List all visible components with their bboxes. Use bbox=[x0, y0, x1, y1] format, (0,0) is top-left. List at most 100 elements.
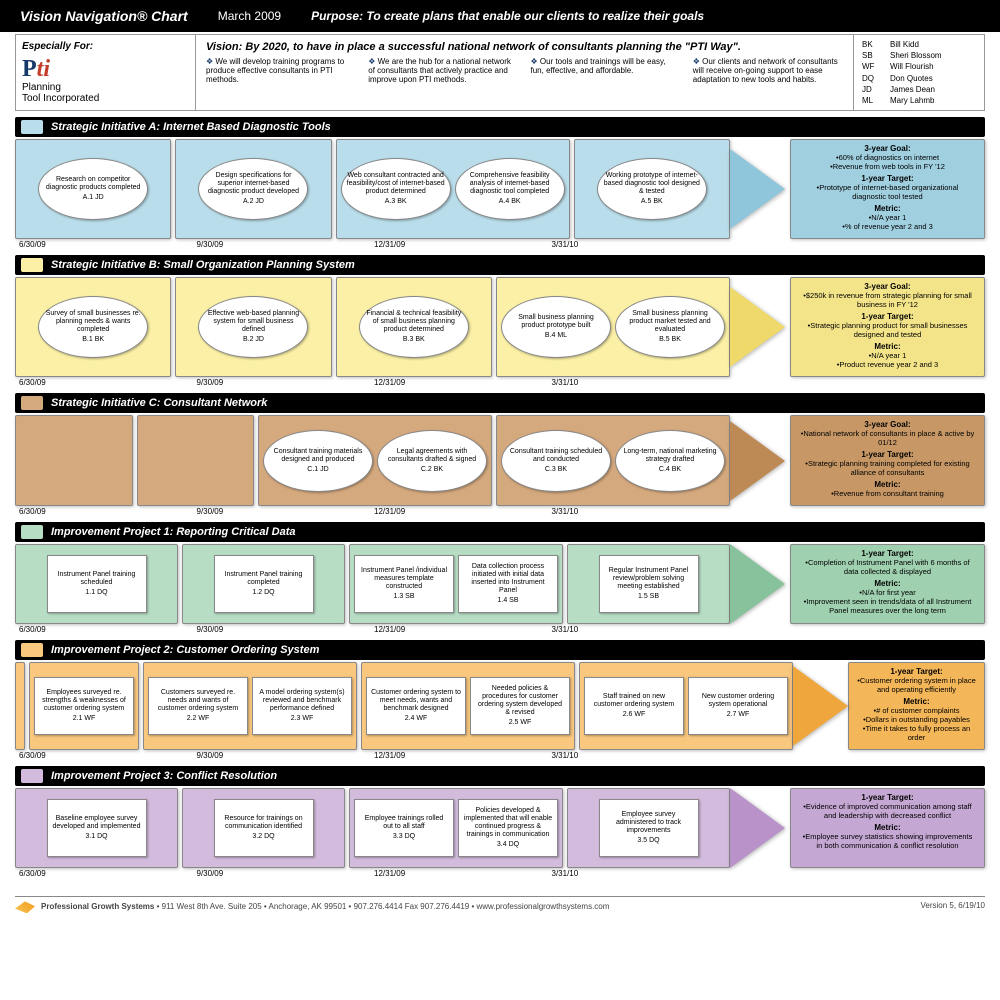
goal-box: 1-year Target:Evidence of improved commu… bbox=[790, 788, 985, 868]
date-label: 6/30/09 bbox=[15, 240, 193, 249]
date-label: 9/30/09 bbox=[193, 507, 371, 516]
date-row: 6/30/099/30/0912/31/093/31/10 bbox=[15, 625, 985, 634]
vision-point: ❖ We will develop training programs to p… bbox=[206, 57, 356, 84]
date-row: 6/30/099/30/0912/31/093/31/10 bbox=[15, 751, 985, 760]
period-block: Employee trainings rolled out to all sta… bbox=[349, 788, 563, 868]
task-card: Instrument Panel /individual measures te… bbox=[354, 555, 454, 613]
period-block: Employee survey administered to track im… bbox=[567, 788, 730, 868]
date-label: 3/31/10 bbox=[548, 240, 726, 249]
initiative-chip bbox=[21, 120, 43, 134]
task-card: Financial & technical feasibility of sma… bbox=[359, 296, 469, 358]
arrow-icon bbox=[793, 662, 848, 750]
date-label: 3/31/10 bbox=[548, 507, 726, 516]
task-card: Web consultant contracted and feasibilit… bbox=[341, 158, 451, 220]
date-label: 6/30/09 bbox=[15, 625, 193, 634]
legend-row: JDJames Dean bbox=[862, 84, 976, 95]
goal-box: 3-year Goal:National network of consulta… bbox=[790, 415, 985, 506]
task-card: Baseline employee survey developed and i… bbox=[47, 799, 147, 857]
date-label: 9/30/09 bbox=[193, 378, 371, 387]
period-block: Financial & technical feasibility of sma… bbox=[336, 277, 492, 377]
period-block: Instrument Panel /individual measures te… bbox=[349, 544, 563, 624]
lane: Baseline employee survey developed and i… bbox=[15, 788, 985, 868]
initiative-chip bbox=[21, 258, 43, 272]
initiative-title: Improvement Project 3: Conflict Resoluti… bbox=[51, 770, 277, 782]
initiative-title: Improvement Project 1: Reporting Critica… bbox=[51, 526, 296, 538]
initiative-header: Strategic Initiative B: Small Organizati… bbox=[15, 255, 985, 275]
period-block: Staff trained on new customer ordering s… bbox=[579, 662, 793, 750]
initiative-chip bbox=[21, 769, 43, 783]
initiative-title: Strategic Initiative A: Internet Based D… bbox=[51, 121, 331, 133]
goal-box: 1-year Target:Customer ordering system i… bbox=[848, 662, 985, 750]
initiative-chip bbox=[21, 643, 43, 657]
date-label: 12/31/09 bbox=[370, 507, 548, 516]
period-block: Consultant training scheduled and conduc… bbox=[496, 415, 730, 506]
task-card: Effective web-based planning system for … bbox=[198, 296, 308, 358]
date-label: 12/31/09 bbox=[370, 625, 548, 634]
lane: Employees surveyed re. strengths & weakn… bbox=[15, 662, 985, 750]
date-label: 6/30/09 bbox=[15, 507, 193, 516]
task-card: Comprehensive feasibility analysis of in… bbox=[455, 158, 565, 220]
task-card: Legal agreements with consultants drafte… bbox=[377, 430, 487, 492]
task-card: Instrument Panel training scheduled1.1 D… bbox=[47, 555, 147, 613]
vision-point: ❖ Our clients and network of consultants… bbox=[693, 57, 843, 84]
lane-blocks: Baseline employee survey developed and i… bbox=[15, 788, 730, 868]
period-block: Design specifications for superior inter… bbox=[175, 139, 331, 239]
vision-title: Vision: By 2020, to have in place a succ… bbox=[206, 41, 843, 53]
logo-line1: Planning bbox=[22, 82, 61, 93]
task-card: Resource for trainings on communication … bbox=[214, 799, 314, 857]
legend-row: DQDon Quotes bbox=[862, 73, 976, 84]
date-label: 9/30/09 bbox=[193, 240, 371, 249]
footer-version: Version 5, 6/19/10 bbox=[921, 901, 986, 913]
initiative-chip bbox=[21, 396, 43, 410]
initiative-title: Improvement Project 2: Customer Ordering… bbox=[51, 644, 319, 656]
initiative-B: Strategic Initiative B: Small Organizati… bbox=[15, 255, 985, 387]
date-row: 6/30/099/30/0912/31/093/31/10 bbox=[15, 240, 985, 249]
header-bar: Vision Navigation® Chart March 2009 Purp… bbox=[0, 0, 1000, 32]
task-card: Long-term, national marketing strategy d… bbox=[615, 430, 725, 492]
date-label: 12/31/09 bbox=[370, 751, 548, 760]
date-label: 9/30/09 bbox=[193, 625, 371, 634]
initiative-header: Improvement Project 3: Conflict Resoluti… bbox=[15, 766, 985, 786]
date-label: 3/31/10 bbox=[548, 751, 726, 760]
task-card: Small business planning product market t… bbox=[615, 296, 725, 358]
task-card: Instrument Panel training completed1.2 D… bbox=[214, 555, 314, 613]
period-block bbox=[15, 662, 25, 750]
period-block: Employees surveyed re. strengths & weakn… bbox=[29, 662, 139, 750]
date-label: 12/31/09 bbox=[370, 240, 548, 249]
task-card: Working prototype of internet-based diag… bbox=[597, 158, 707, 220]
date-label: 9/30/09 bbox=[193, 869, 371, 878]
period-block bbox=[15, 415, 133, 506]
goal-box: 3-year Goal:60% of diagnostics on intern… bbox=[790, 139, 985, 239]
lane-blocks: Consultant training materials designed a… bbox=[15, 415, 730, 506]
task-card: Policies developed & implemented that wi… bbox=[458, 799, 558, 857]
lane-blocks: Employees surveyed re. strengths & weakn… bbox=[15, 662, 793, 750]
initiative-chip bbox=[21, 525, 43, 539]
initiative-header: Improvement Project 1: Reporting Critica… bbox=[15, 522, 985, 542]
footer: Professional Growth Systems • 911 West 8… bbox=[15, 896, 985, 913]
task-card: Small business planning product prototyp… bbox=[501, 296, 611, 358]
date-label: 9/30/09 bbox=[193, 751, 371, 760]
initiative-header: Improvement Project 2: Customer Ordering… bbox=[15, 640, 985, 660]
period-block: Regular Instrument Panel review/problem … bbox=[567, 544, 730, 624]
arrow-icon bbox=[730, 788, 790, 868]
period-block: Instrument Panel training completed1.2 D… bbox=[182, 544, 345, 624]
period-block: Effective web-based planning system for … bbox=[175, 277, 331, 377]
legend-row: WFWill Flourish bbox=[862, 61, 976, 72]
task-card: Employees surveyed re. strengths & weakn… bbox=[34, 677, 134, 735]
date-label: 3/31/10 bbox=[548, 378, 726, 387]
task-card: Consultant training scheduled and conduc… bbox=[501, 430, 611, 492]
initiative-header: Strategic Initiative C: Consultant Netwo… bbox=[15, 393, 985, 413]
period-block: Research on competitor diagnostic produc… bbox=[15, 139, 171, 239]
top-block: Especially For: Pti Planning Tool Incorp… bbox=[15, 34, 985, 111]
date-label: 3/31/10 bbox=[548, 869, 726, 878]
arrow-icon bbox=[730, 277, 790, 377]
chart-date: March 2009 bbox=[218, 9, 281, 23]
task-card: Employee trainings rolled out to all sta… bbox=[354, 799, 454, 857]
chart-title: Vision Navigation® Chart bbox=[20, 8, 188, 24]
date-label: 6/30/09 bbox=[15, 869, 193, 878]
task-card: Customers surveyed re. needs and wants o… bbox=[148, 677, 248, 735]
task-card: A model ordering system(s) reviewed and … bbox=[252, 677, 352, 735]
arrow-icon bbox=[730, 544, 790, 624]
period-block: Survey of small businesses re. planning … bbox=[15, 277, 171, 377]
lane-blocks: Survey of small businesses re. planning … bbox=[15, 277, 730, 377]
